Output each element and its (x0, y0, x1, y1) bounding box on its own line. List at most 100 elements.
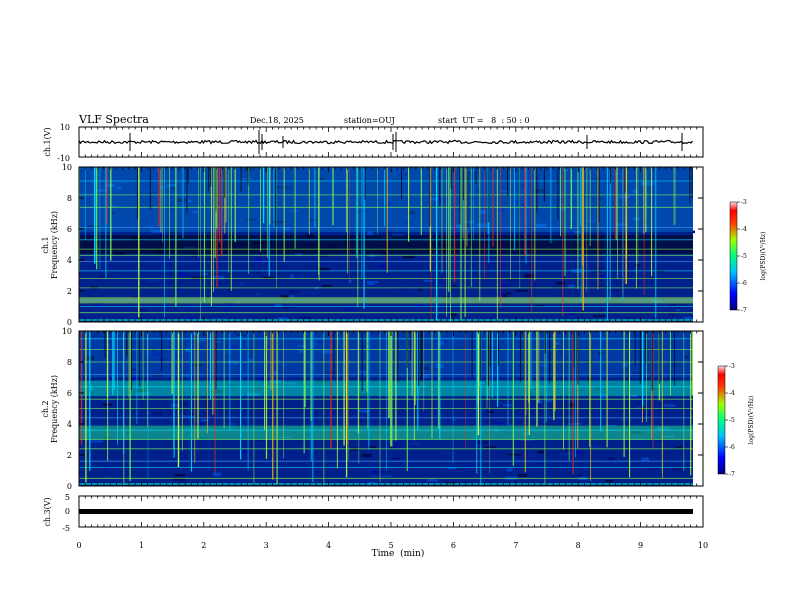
spec-noise-cell (408, 380, 415, 382)
spec-noise-cell (298, 349, 303, 353)
spec-noise-cell (367, 332, 380, 335)
spec-noise-cell (79, 334, 86, 338)
spec-noise-cell (223, 309, 228, 313)
spec-noise-cell (515, 219, 524, 222)
spec-noise-cell (147, 278, 159, 283)
spec-noise-cell (174, 474, 186, 477)
spec-noise-cell (192, 332, 200, 336)
spec-noise-cell (329, 430, 339, 433)
ch2-spectrogram-ylabel-bottom: Frequency (kHz) (50, 375, 59, 443)
spec-noise-cell (191, 345, 203, 349)
spec-noise-cell (507, 453, 521, 456)
spec-noise-cell (598, 267, 607, 269)
spec-noise-cell (187, 199, 192, 202)
ch2-spectrogram-yticks: 0 2 4 6 8 10 (62, 327, 703, 491)
spec-noise-cell (564, 184, 568, 189)
spec-noise-cell (524, 227, 532, 231)
spec-noise-cell (309, 219, 318, 221)
spec-noise-cell (422, 374, 430, 379)
spec-noise-cell (537, 380, 548, 383)
spec-noise-cell (370, 472, 381, 477)
spec-noise-cell (532, 284, 537, 288)
colorbar-tick-label: -4 (741, 226, 747, 233)
spec-noise-cell (572, 450, 583, 454)
spec-noise-cell (159, 233, 165, 236)
colorbar-tick-label: -5 (729, 417, 735, 424)
spec-noise-cell (447, 467, 456, 470)
spec-noise-cell (284, 429, 290, 432)
spec-noise-cell (141, 188, 152, 192)
spec-noise-cell (166, 184, 176, 188)
spec-noise-cell (178, 481, 187, 486)
spec-band-0 (79, 380, 693, 397)
spec-noise-cell (281, 364, 287, 366)
spec-noise-cell (234, 285, 238, 289)
spec-noise-cell (244, 425, 254, 429)
spec-noise-cell (341, 205, 351, 207)
ytick-label: 6 (67, 225, 72, 234)
xtick-label: 1 (139, 541, 144, 550)
spec-noise-cell (535, 305, 545, 307)
spec-noise-cell (413, 184, 418, 188)
spec-noise-cell (146, 351, 153, 355)
spec-noise-cell (185, 348, 192, 352)
spec-noise-cell (247, 393, 260, 397)
spec-noise-cell (367, 446, 377, 448)
spec-noise-cell (100, 274, 108, 279)
spec-noise-cell (147, 224, 158, 229)
ytick-label: 10 (62, 327, 72, 336)
spec-noise-cell (284, 186, 293, 191)
spec-noise-cell (471, 281, 475, 286)
spec-noise-cell (357, 403, 364, 406)
spec-noise-cell (575, 348, 585, 350)
spec-noise-cell (115, 181, 128, 184)
spec-noise-cell (129, 315, 134, 318)
ytick-label: 10 (62, 163, 72, 172)
spec-noise-cell (367, 481, 375, 485)
spec-noise-cell (422, 223, 435, 227)
spec-noise-cell (506, 424, 513, 426)
spec-noise-cell (378, 264, 388, 269)
xtick-label: 7 (513, 541, 518, 550)
spec-noise-cell (543, 423, 554, 425)
spec-noise-cell (367, 231, 373, 236)
spec-noise-cell (321, 284, 332, 287)
spec-noise-cell (375, 429, 384, 434)
spec-noise-cell (403, 255, 415, 259)
spec-noise-cell (169, 206, 176, 210)
spec-noise-cell (317, 177, 324, 180)
ch1-spectrogram-panel: 0 2 4 6 8 10 ch.1 Frequency (kHz) (41, 163, 704, 327)
spec-noise-cell (277, 417, 286, 420)
spec-noise-cell (129, 377, 140, 382)
spec-noise-cell (277, 186, 288, 188)
spec-noise-cell (593, 271, 600, 273)
spec-noise-cell (641, 457, 649, 461)
spec-noise-cell (475, 441, 488, 445)
spec-noise-cell (387, 230, 392, 234)
spec-noise-cell (151, 352, 163, 356)
spec-noise-cell (642, 214, 653, 216)
station-label: station=OUJ (344, 116, 395, 125)
spec-noise-cell (546, 399, 552, 403)
start-time-label: start UT = 8 : 50 : 0 (438, 116, 530, 125)
spec-noise-cell (622, 339, 629, 342)
spec-noise-cell (157, 358, 168, 362)
spec-noise-cell (554, 341, 560, 345)
ch2-colorbar-ticks: -3 -4 -5 -6 -7 (725, 363, 735, 478)
xtick-label: 2 (201, 541, 206, 550)
spec-noise-cell (295, 252, 303, 256)
spec-noise-cell (494, 225, 499, 229)
spec-noise-cell (90, 230, 97, 233)
spec-noise-cell (277, 455, 285, 457)
spec-noise-cell (348, 279, 352, 284)
spec-noise-cell (630, 394, 638, 398)
spec-noise-cell (566, 195, 574, 197)
spec-noise-cell (361, 453, 372, 458)
spec-noise-cell (632, 189, 638, 194)
spec-noise-cell (123, 383, 130, 387)
spec-noise-cell (150, 229, 164, 233)
spec-noise-cell (685, 230, 695, 234)
spec-noise-cell (163, 219, 171, 221)
spec-noise-cell (105, 475, 114, 479)
spec-noise-cell (480, 382, 487, 384)
